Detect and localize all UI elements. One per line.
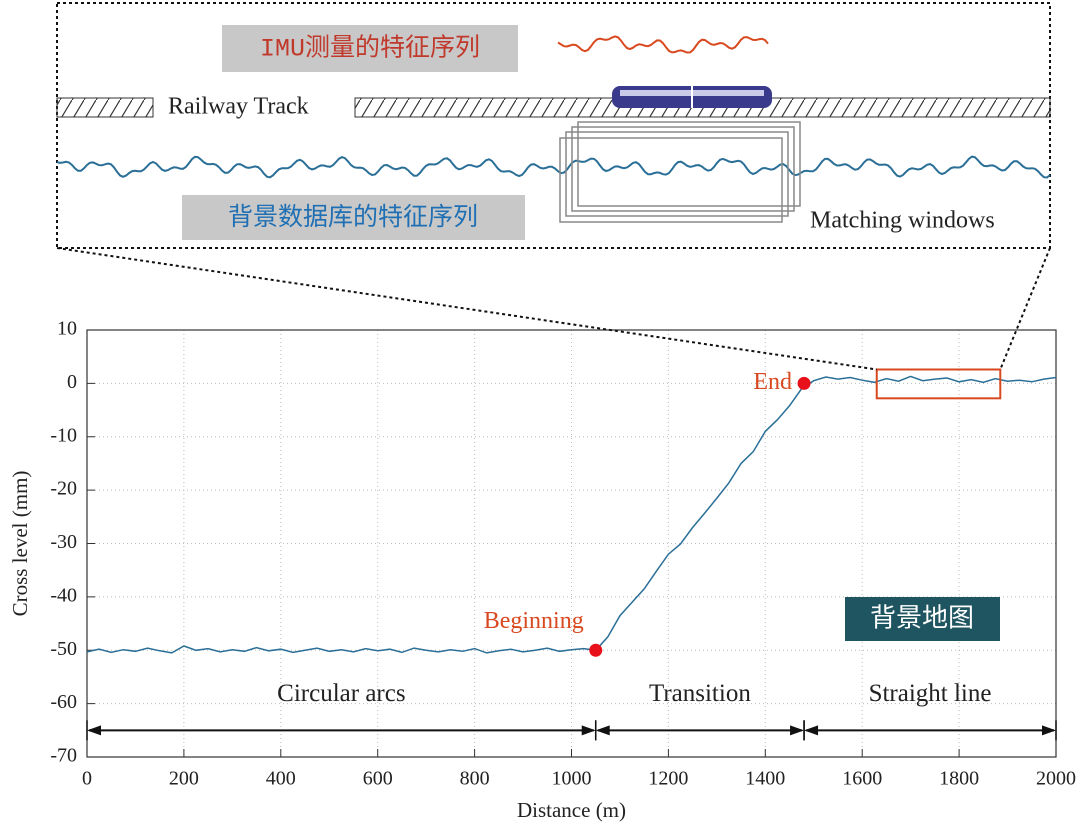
plot-frame — [86, 329, 1057, 758]
arrow-head — [790, 725, 805, 736]
database-label-box — [182, 195, 525, 240]
database-label: 背景数据库的特征序列 — [228, 202, 478, 231]
y-tick-label: -40 — [50, 584, 77, 606]
segment-label: Transition — [649, 680, 751, 707]
inset-frame — [56, 2, 1051, 249]
track-label: Railway Track — [168, 94, 309, 120]
connector — [56, 247, 877, 371]
imu-label-box — [222, 25, 518, 72]
connector — [999, 247, 1051, 370]
x-tick-label: 0 — [82, 768, 92, 790]
y-tick-label: -10 — [50, 424, 77, 446]
windows-label: Matching windows — [810, 208, 995, 234]
y-axis-label: Cross level (mm) — [8, 471, 32, 617]
arrow-head — [804, 725, 819, 736]
map-label: 背景地图 — [870, 604, 974, 634]
key-point — [797, 376, 811, 390]
database-wave — [56, 155, 1051, 179]
segment-label: Circular arcs — [277, 680, 405, 707]
x-tick-label: 200 — [169, 768, 199, 790]
x-tick-label: 600 — [363, 768, 393, 790]
highlight-box — [875, 368, 1002, 400]
imu-wave — [557, 35, 769, 54]
x-tick-label: 1800 — [939, 768, 979, 790]
y-tick-label: -20 — [50, 478, 77, 500]
y-tick-label: 10 — [57, 318, 77, 340]
y-tick-label: 0 — [67, 371, 77, 393]
arrow-head — [581, 725, 596, 736]
x-tick-label: 2000 — [1036, 768, 1076, 790]
x-axis-label: Distance (m) — [517, 798, 626, 822]
arrow-head — [595, 725, 610, 736]
y-tick-label: -50 — [50, 638, 77, 660]
x-tick-label: 1600 — [842, 768, 882, 790]
point-label: End — [753, 369, 792, 395]
segment-label: Straight line — [869, 680, 992, 707]
data-line — [86, 375, 1057, 654]
key-point — [589, 643, 603, 657]
x-tick-label: 800 — [460, 768, 490, 790]
y-tick-label: -70 — [50, 745, 77, 767]
x-tick-label: 1000 — [552, 768, 592, 790]
train-icon — [612, 86, 772, 108]
track-hatch — [56, 97, 154, 118]
imu-label: IMU测量的特征序列 — [260, 34, 480, 64]
y-tick-label: -30 — [50, 531, 77, 553]
arrow-head — [87, 725, 101, 736]
y-tick-label: -60 — [50, 691, 77, 713]
matching-windows — [559, 121, 801, 223]
point-label: Beginning — [484, 608, 584, 634]
x-tick-label: 1200 — [648, 768, 688, 790]
x-tick-label: 400 — [266, 768, 296, 790]
x-tick-label: 1400 — [745, 768, 785, 790]
arrow-head — [1042, 725, 1056, 736]
map-label-box — [845, 597, 1000, 641]
